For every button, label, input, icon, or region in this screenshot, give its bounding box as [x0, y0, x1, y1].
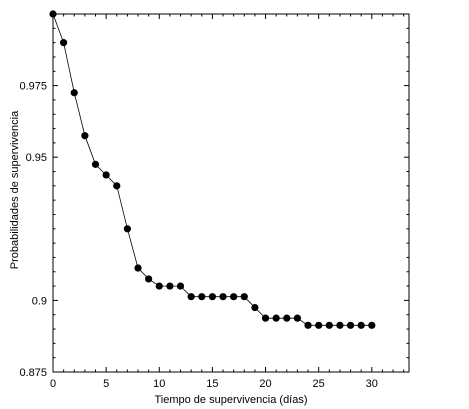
data-point: [272, 314, 280, 322]
data-point: [283, 314, 291, 322]
x-tick-label: 5: [103, 378, 109, 390]
data-point: [187, 293, 195, 301]
data-point: [70, 89, 78, 97]
x-tick-label: 10: [153, 378, 165, 390]
data-point: [304, 321, 312, 329]
data-point: [251, 303, 259, 312]
data-point: [198, 293, 206, 301]
data-points: [49, 10, 376, 329]
data-point: [261, 314, 270, 322]
data-point: [102, 171, 110, 179]
data-point: [293, 314, 302, 322]
data-point: [60, 39, 68, 47]
data-point: [336, 321, 344, 329]
x-tick-label: 0: [50, 378, 56, 390]
data-point: [346, 321, 355, 329]
y-tick-label: 0.95: [26, 152, 47, 164]
data-point: [123, 225, 131, 233]
data-point: [315, 321, 323, 329]
data-point: [145, 275, 153, 283]
x-axis-ticks: 0 5 10 15 20 25 30: [50, 14, 405, 390]
data-point: [134, 264, 142, 272]
plot-frame: [52, 13, 410, 373]
y-tick-label: 0.875: [19, 367, 47, 379]
data-point: [113, 182, 121, 190]
y-axis-label: Probabilidades de supervivencia: [9, 110, 21, 269]
y-tick-label: 0.975: [19, 81, 47, 93]
x-tick-label: 25: [313, 378, 325, 390]
data-point: [49, 10, 57, 18]
data-point: [368, 321, 376, 329]
data-point: [325, 321, 333, 329]
data-point: [230, 293, 238, 301]
data-point: [176, 282, 185, 290]
x-tick-label: 30: [366, 378, 378, 390]
y-tick-label: 0.9: [32, 295, 47, 307]
data-point: [240, 293, 248, 301]
data-point: [166, 282, 174, 290]
data-point: [208, 293, 217, 301]
series-line: [52, 13, 372, 326]
data-point: [155, 282, 163, 290]
y-axis-ticks: 0.875 0.9 0.95 0.975: [19, 13, 409, 379]
x-axis-label: Tiempo de supervivencia (días): [154, 394, 307, 406]
data-point: [219, 293, 227, 301]
x-tick-label: 20: [259, 378, 271, 390]
data-point: [91, 160, 100, 168]
x-tick-label: 15: [206, 378, 218, 390]
data-point: [81, 132, 89, 140]
data-point: [357, 321, 365, 329]
